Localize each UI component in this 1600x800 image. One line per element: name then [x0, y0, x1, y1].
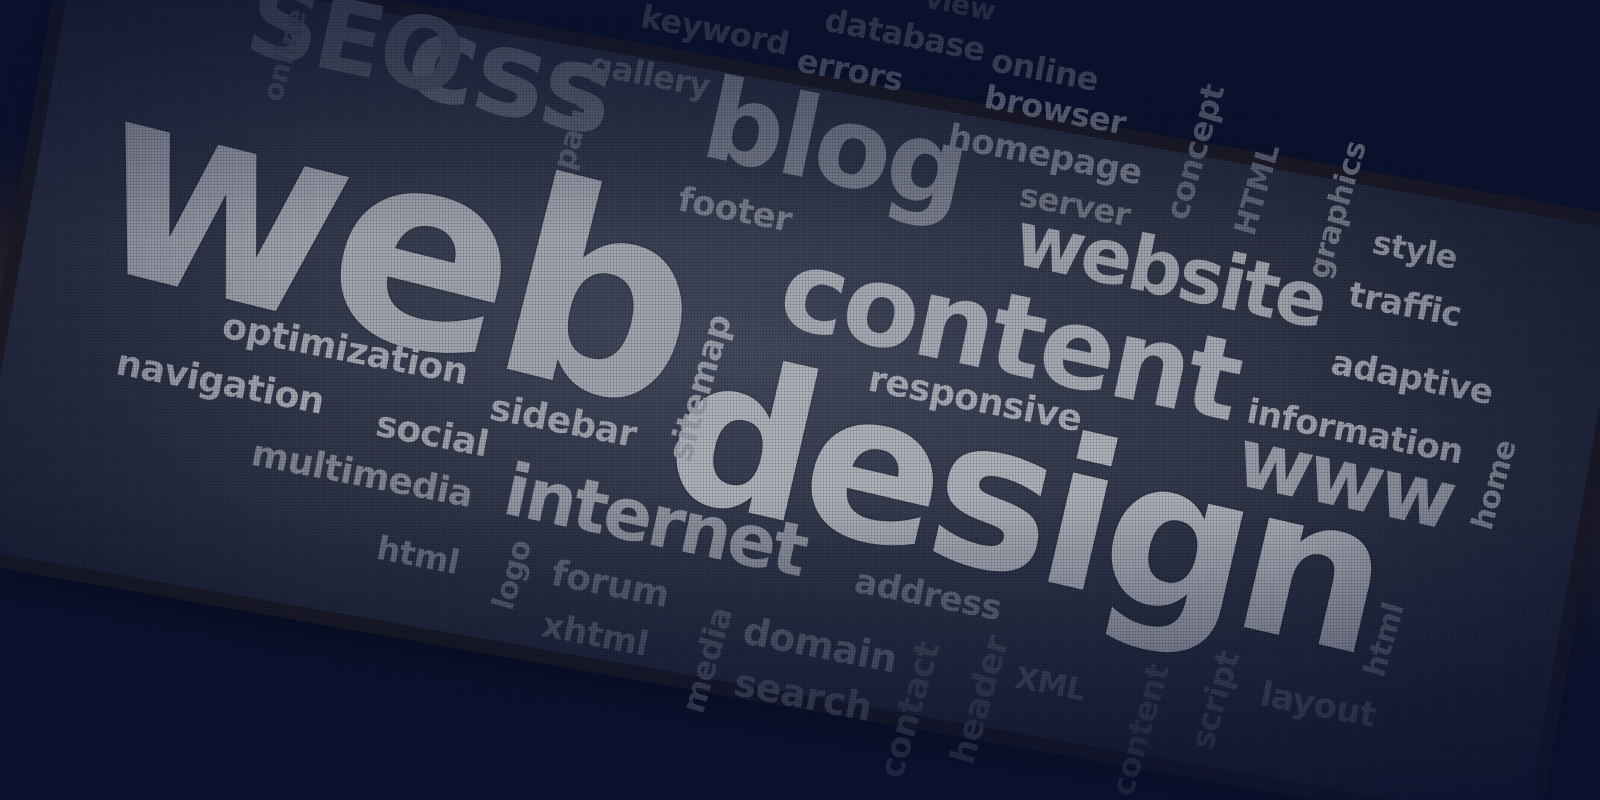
word-layout: layout — [1256, 674, 1380, 736]
word-xml: XML — [1012, 660, 1089, 709]
word-html-left: html — [373, 527, 463, 583]
word-traffic: traffic — [1345, 274, 1465, 336]
word-header: header — [942, 631, 1018, 769]
word-logo: logo — [485, 535, 540, 614]
word-home: home — [1465, 436, 1524, 534]
word-xhtml: xhtml — [538, 605, 652, 665]
word-media: media — [673, 602, 741, 718]
word-html-upper: HTML — [1227, 140, 1288, 240]
word-forum: forum — [547, 553, 673, 616]
word-style: style — [1369, 223, 1461, 277]
word-keyword: keyword — [637, 0, 793, 63]
word-content-small: content — [1103, 659, 1177, 800]
word-adaptive: adaptive — [1327, 342, 1497, 414]
word-concept: concept — [1157, 79, 1233, 225]
word-graphics: graphics — [1301, 137, 1374, 283]
